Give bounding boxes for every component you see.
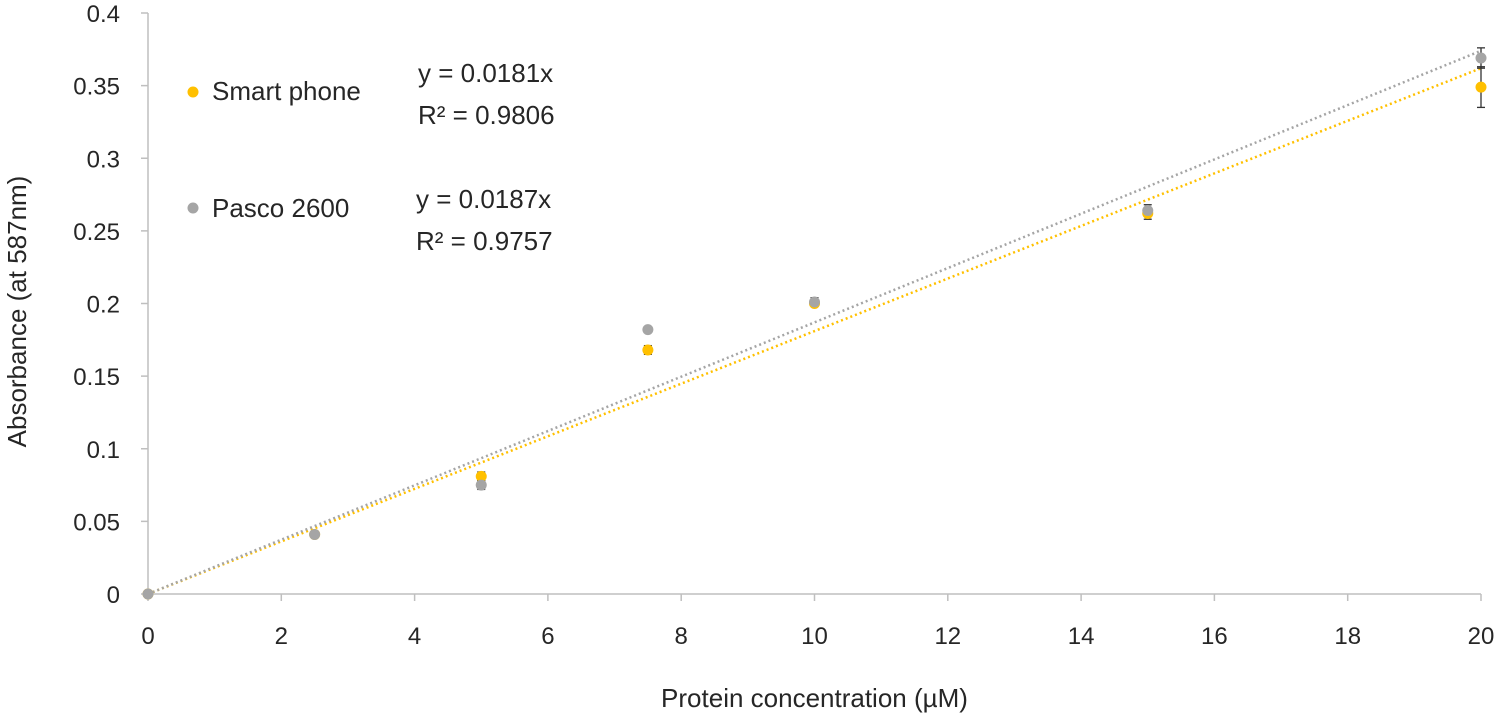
x-tick-label: 10 xyxy=(801,623,828,650)
x-tick-label: 16 xyxy=(1201,623,1228,650)
trendline-r-squared-pasco-2600: R² = 0.9757 xyxy=(416,226,553,256)
legend-label-pasco-2600: Pasco 2600 xyxy=(212,193,349,223)
y-tick-label: 0.15 xyxy=(73,364,120,391)
y-ticks: 0 0.05 0.1 0.15 0.2 0.25 0.3 0.35 0.4 xyxy=(73,1,148,609)
point-smart-phone xyxy=(1475,81,1487,93)
trendlines xyxy=(147,49,1482,596)
legend-marker-smart-phone xyxy=(187,86,199,98)
trendline-pasco-2600 xyxy=(147,49,1482,596)
legend-label-smart-phone: Smart phone xyxy=(212,76,361,106)
x-tick-label: 8 xyxy=(675,623,688,650)
x-tick-label: 4 xyxy=(408,623,421,650)
y-tick-label: 0 xyxy=(107,582,120,609)
y-tick-label: 0.3 xyxy=(87,146,120,173)
trendline-smart-phone xyxy=(147,67,1482,596)
y-axis-title: Absorbance (at 587nm) xyxy=(2,176,32,448)
point-pasco-2600 xyxy=(809,296,820,308)
x-axis-title: Protein concentration (µM) xyxy=(661,683,968,713)
point-pasco-2600 xyxy=(475,479,487,491)
point-smart-phone xyxy=(642,344,654,356)
x-tick-label: 14 xyxy=(1068,623,1095,650)
x-tick-label: 20 xyxy=(1468,623,1495,650)
y-tick-label: 0.4 xyxy=(87,1,120,28)
trendline-equation-smart-phone: y = 0.0181x xyxy=(418,58,553,88)
trendline-r-squared-smart-phone: R² = 0.9806 xyxy=(418,100,555,130)
point-pasco-2600 xyxy=(309,528,321,540)
x-ticks: 0 2 4 6 8 10 12 14 16 18 20 xyxy=(141,594,1494,650)
point-pasco-2600 xyxy=(1142,205,1154,217)
y-tick-label: 0.35 xyxy=(73,74,120,101)
point-smart-phone xyxy=(475,470,487,482)
point-pasco-2600 xyxy=(142,588,154,600)
legend-marker-pasco-2600 xyxy=(187,202,199,214)
point-pasco-2600 xyxy=(642,324,654,336)
x-tick-label: 0 xyxy=(141,623,154,650)
y-tick-label: 0.1 xyxy=(87,437,120,464)
point-pasco-2600 xyxy=(1475,52,1487,64)
y-tick-label: 0.2 xyxy=(87,292,120,319)
trendline-equation-pasco-2600: y = 0.0187x xyxy=(416,184,551,214)
data-points xyxy=(142,52,1487,600)
x-tick-label: 12 xyxy=(934,623,961,650)
x-tick-label: 6 xyxy=(541,623,554,650)
legend-item-pasco-2600: Pasco 2600 y = 0.0187x R² = 0.9757 xyxy=(187,184,553,256)
y-tick-label: 0.25 xyxy=(73,219,120,246)
x-tick-label: 2 xyxy=(275,623,288,650)
y-tick-label: 0.05 xyxy=(73,509,120,536)
legend: Smart phone y = 0.0181x R² = 0.9806 Pasc… xyxy=(187,58,555,256)
legend-item-smart-phone: Smart phone y = 0.0181x R² = 0.9806 xyxy=(187,58,555,130)
x-tick-label: 18 xyxy=(1334,623,1361,650)
